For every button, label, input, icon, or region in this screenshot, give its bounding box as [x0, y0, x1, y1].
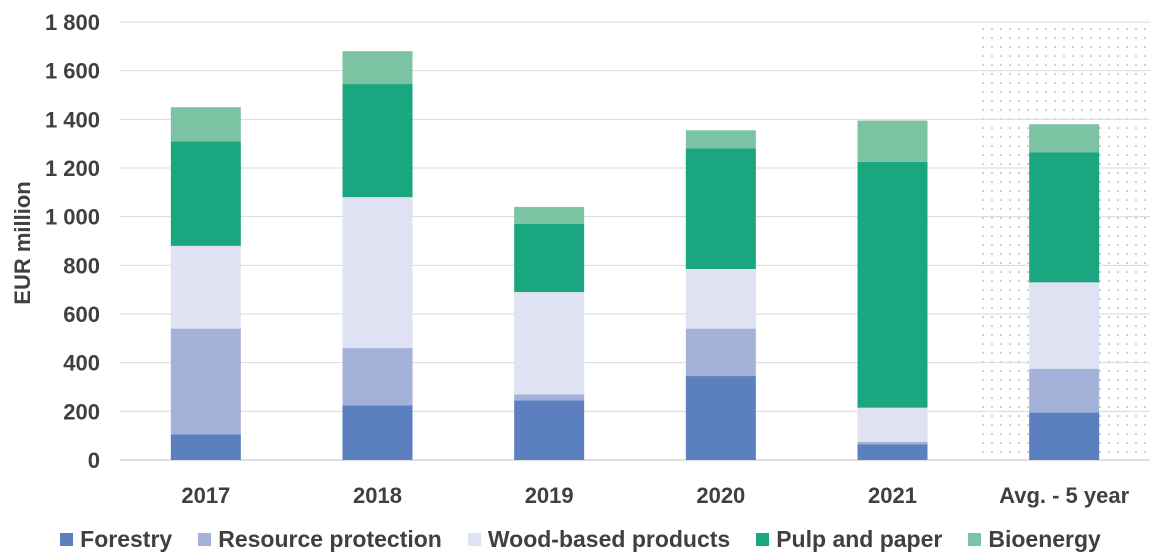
bar-segment-wood-based-products — [342, 197, 413, 349]
bar-segment-wood-based-products — [857, 407, 928, 442]
bar-segment-resource-protection — [685, 328, 756, 377]
y-tick-label: 1 000 — [45, 205, 100, 230]
legend-item: Bioenergy — [968, 525, 1101, 553]
legend-item: Wood-based products — [467, 525, 731, 553]
y-tick-label: 1 800 — [45, 10, 100, 35]
bar-segment-pulp-and-paper — [170, 141, 241, 246]
chart-svg: 0 200 400 600 800 1 000 1 200 1 400 1 600 1 800 2… — [10, 10, 1150, 508]
x-tick-label: 2019 — [525, 483, 574, 508]
bar-segment-forestry — [685, 376, 756, 460]
bar-segment-bioenergy — [1029, 124, 1100, 153]
legend-swatch — [467, 532, 481, 546]
x-tick-label: Avg. - 5 year — [999, 483, 1129, 508]
legend: Forestry Resource protection Wood-based pr… — [0, 522, 1161, 556]
legend-swatch — [60, 532, 74, 546]
bar-segment-resource-protection — [342, 348, 413, 406]
y-tick-label: 1 200 — [45, 156, 100, 181]
legend-label: Forestry — [80, 525, 173, 552]
bar-segment-resource-protection — [857, 441, 928, 445]
legend-swatch — [198, 532, 212, 546]
y-tick-label: 400 — [63, 351, 100, 376]
bar-segment-pulp-and-paper — [685, 148, 756, 269]
bar-segment-resource-protection — [170, 328, 241, 435]
bar-segment-wood-based-products — [1029, 282, 1100, 369]
bar-segment-bioenergy — [170, 107, 241, 142]
bar-segment-bioenergy — [342, 51, 413, 85]
bar-segment-forestry — [1029, 412, 1100, 460]
bar-segment-wood-based-products — [514, 292, 585, 395]
bar-segment-wood-based-products — [170, 245, 241, 329]
x-tick-label: 2017 — [181, 483, 230, 508]
legend-swatch — [968, 532, 982, 546]
legend-label: Wood-based products — [487, 525, 731, 552]
x-tick-label: 2020 — [696, 483, 745, 508]
bar-segment-forestry — [170, 434, 241, 460]
bar-segment-pulp-and-paper — [342, 84, 413, 198]
legend-label: Pulp and paper — [776, 525, 943, 552]
x-tick-label: 2018 — [353, 483, 402, 508]
bar-segment-bioenergy — [685, 130, 756, 149]
y-axis-title: EUR million — [10, 181, 35, 304]
bar-segment-resource-protection — [1029, 368, 1100, 413]
bar-segment-forestry — [514, 400, 585, 460]
bar-segment-bioenergy — [514, 206, 585, 224]
bar-segment-forestry — [857, 444, 928, 460]
y-tick-label: 1 400 — [45, 107, 100, 132]
legend-item: Pulp and paper — [756, 526, 942, 553]
y-tick-label: 200 — [63, 399, 100, 424]
bar-segment-pulp-and-paper — [1029, 152, 1100, 283]
bar-segment-resource-protection — [514, 394, 585, 401]
bar-segment-forestry — [342, 405, 413, 460]
y-tick-label: 1 600 — [45, 59, 100, 84]
legend-label: Resource protection — [218, 525, 442, 552]
y-tick-label: 600 — [63, 302, 100, 327]
x-tick-label: 2021 — [868, 483, 917, 508]
y-tick-label: 800 — [63, 253, 100, 278]
legend-item: Forestry — [60, 526, 172, 553]
bar-segment-wood-based-products — [685, 268, 756, 329]
bar-segment-pulp-and-paper — [857, 161, 928, 408]
legend-swatch — [756, 532, 770, 546]
legend-item: Resource protection — [198, 526, 442, 553]
y-tick-label: 0 — [88, 448, 100, 473]
bar-segment-bioenergy — [857, 120, 928, 162]
legend-label: Bioenergy — [988, 525, 1101, 552]
bar-segment-pulp-and-paper — [514, 223, 585, 293]
